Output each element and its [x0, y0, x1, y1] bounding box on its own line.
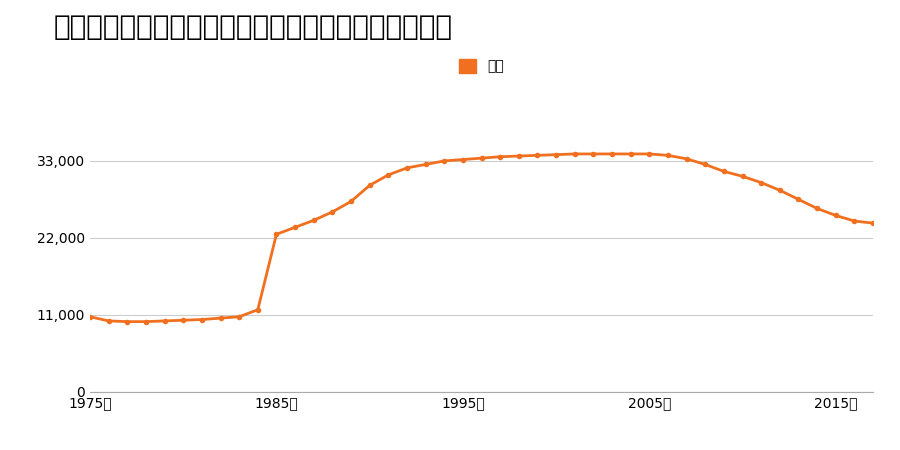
Legend: 価格: 価格: [454, 53, 509, 79]
Text: 大分県大分市大字横尾字二目川３８７２番の地価推移: 大分県大分市大字横尾字二目川３８７２番の地価推移: [54, 14, 453, 41]
